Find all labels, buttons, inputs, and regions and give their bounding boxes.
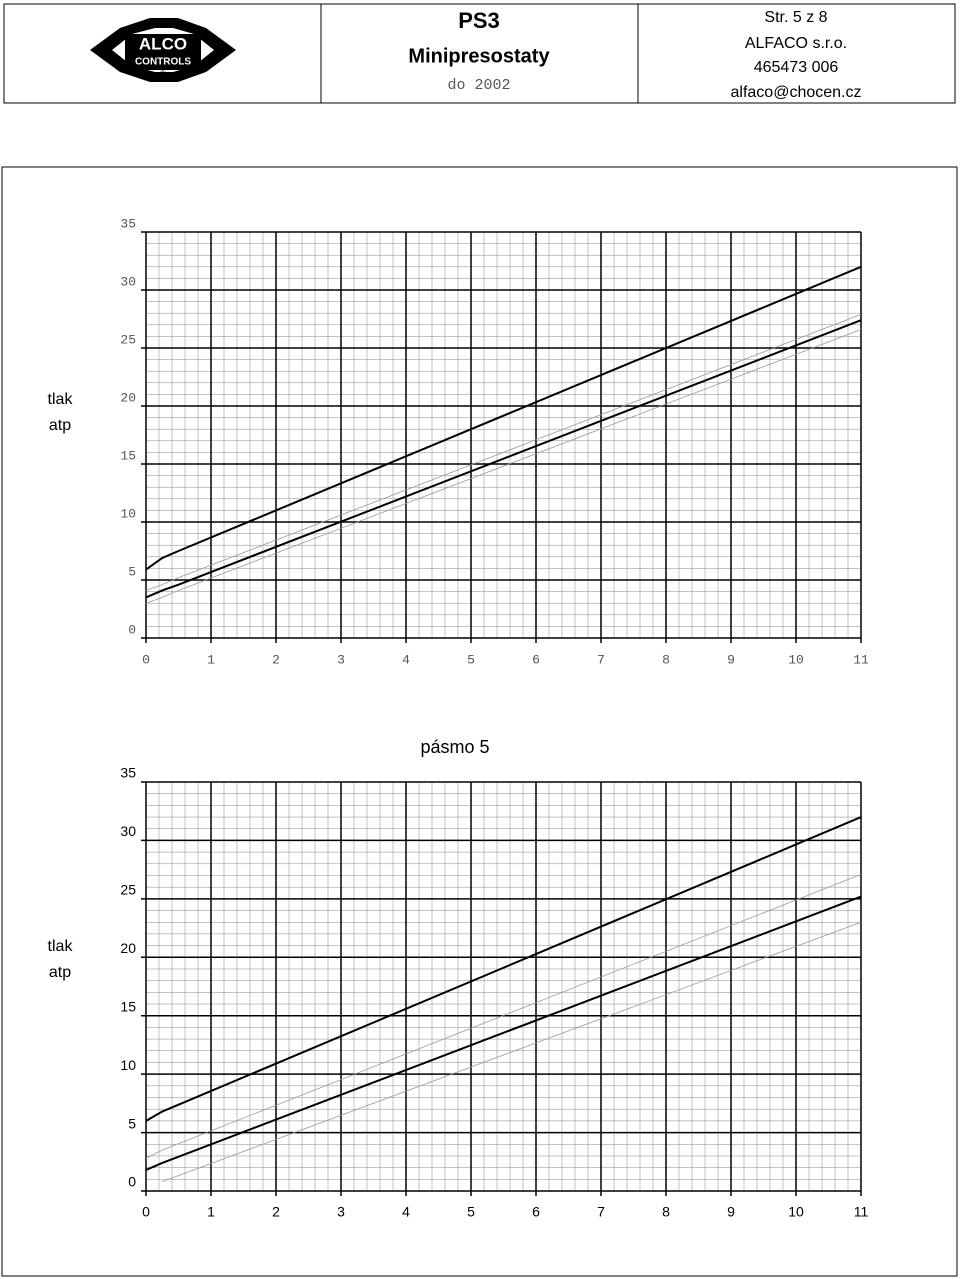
x-tick-label: 11 [854,1204,869,1220]
y-tick-label: 25 [120,882,136,898]
y-tick-label: 5 [128,1115,136,1131]
x-tick-label: 3 [337,1204,345,1220]
y-tick-label: 0 [128,622,136,637]
y-tick-label: 5 [128,564,136,579]
y-axis-label: atp [49,964,71,981]
y-tick-label: 30 [120,274,136,289]
x-tick-label: 2 [272,652,280,667]
x-tick-label: 5 [467,1204,475,1220]
logo-mark: ® [160,69,166,78]
logo-text: ALCO [139,34,187,53]
y-tick-label: 25 [120,332,136,347]
x-tick-label: 1 [207,1204,215,1220]
y-axis-label: atp [49,417,71,434]
logo-text: CONTROLS [135,57,191,68]
x-tick-label: 7 [597,1204,605,1220]
y-tick-label: 20 [120,390,136,405]
data-line [145,816,862,1122]
data-line [145,895,862,1171]
x-tick-label: 8 [662,1204,670,1220]
x-tick-label: 0 [142,652,150,667]
x-tick-label: 9 [727,652,735,667]
phone: 465473 006 [754,59,839,76]
y-tick-label: 15 [120,998,136,1014]
x-tick-label: 10 [788,652,804,667]
y-axis-label: tlak [48,938,74,955]
x-tick-label: 5 [467,652,475,667]
x-tick-label: 4 [402,652,410,667]
y-tick-label: 10 [120,506,136,521]
y-tick-label: 20 [120,940,136,956]
y-tick-label: 35 [120,765,136,781]
data-line [145,329,862,604]
date: do 2002 [447,77,510,94]
data-line [145,265,862,571]
x-tick-label: 4 [402,1204,410,1220]
product-name: Minipresostaty [408,45,550,67]
page-number: Str. 5 z 8 [764,9,827,26]
data-line [145,319,862,599]
x-tick-label: 10 [788,1204,804,1220]
header-frame [3,3,956,104]
y-tick-label: 15 [120,448,136,463]
x-tick-label: 11 [853,652,869,667]
logo-box [125,34,201,70]
x-tick-label: 7 [597,652,605,667]
chart-title: pásmo 5 [420,737,489,757]
product: PS3 [458,8,500,33]
data-line [145,313,862,591]
company: ALFACO s.r.o. [745,35,847,52]
data-line [145,873,862,1159]
data-line [162,921,862,1183]
x-tick-label: 6 [532,1204,540,1220]
x-tick-label: 2 [272,1204,280,1220]
y-axis-label: tlak [48,391,74,408]
x-tick-label: 3 [337,652,345,667]
x-tick-label: 6 [532,652,540,667]
y-tick-label: 10 [120,1057,136,1073]
x-tick-label: 9 [727,1204,735,1220]
content-frame [1,166,958,1277]
y-tick-label: 30 [120,823,136,839]
x-tick-label: 8 [662,652,670,667]
y-tick-label: 35 [120,216,136,231]
x-tick-label: 0 [142,1204,150,1220]
email: alfaco@chocen.cz [731,84,862,101]
x-tick-label: 1 [207,652,215,667]
y-tick-label: 0 [128,1174,136,1190]
